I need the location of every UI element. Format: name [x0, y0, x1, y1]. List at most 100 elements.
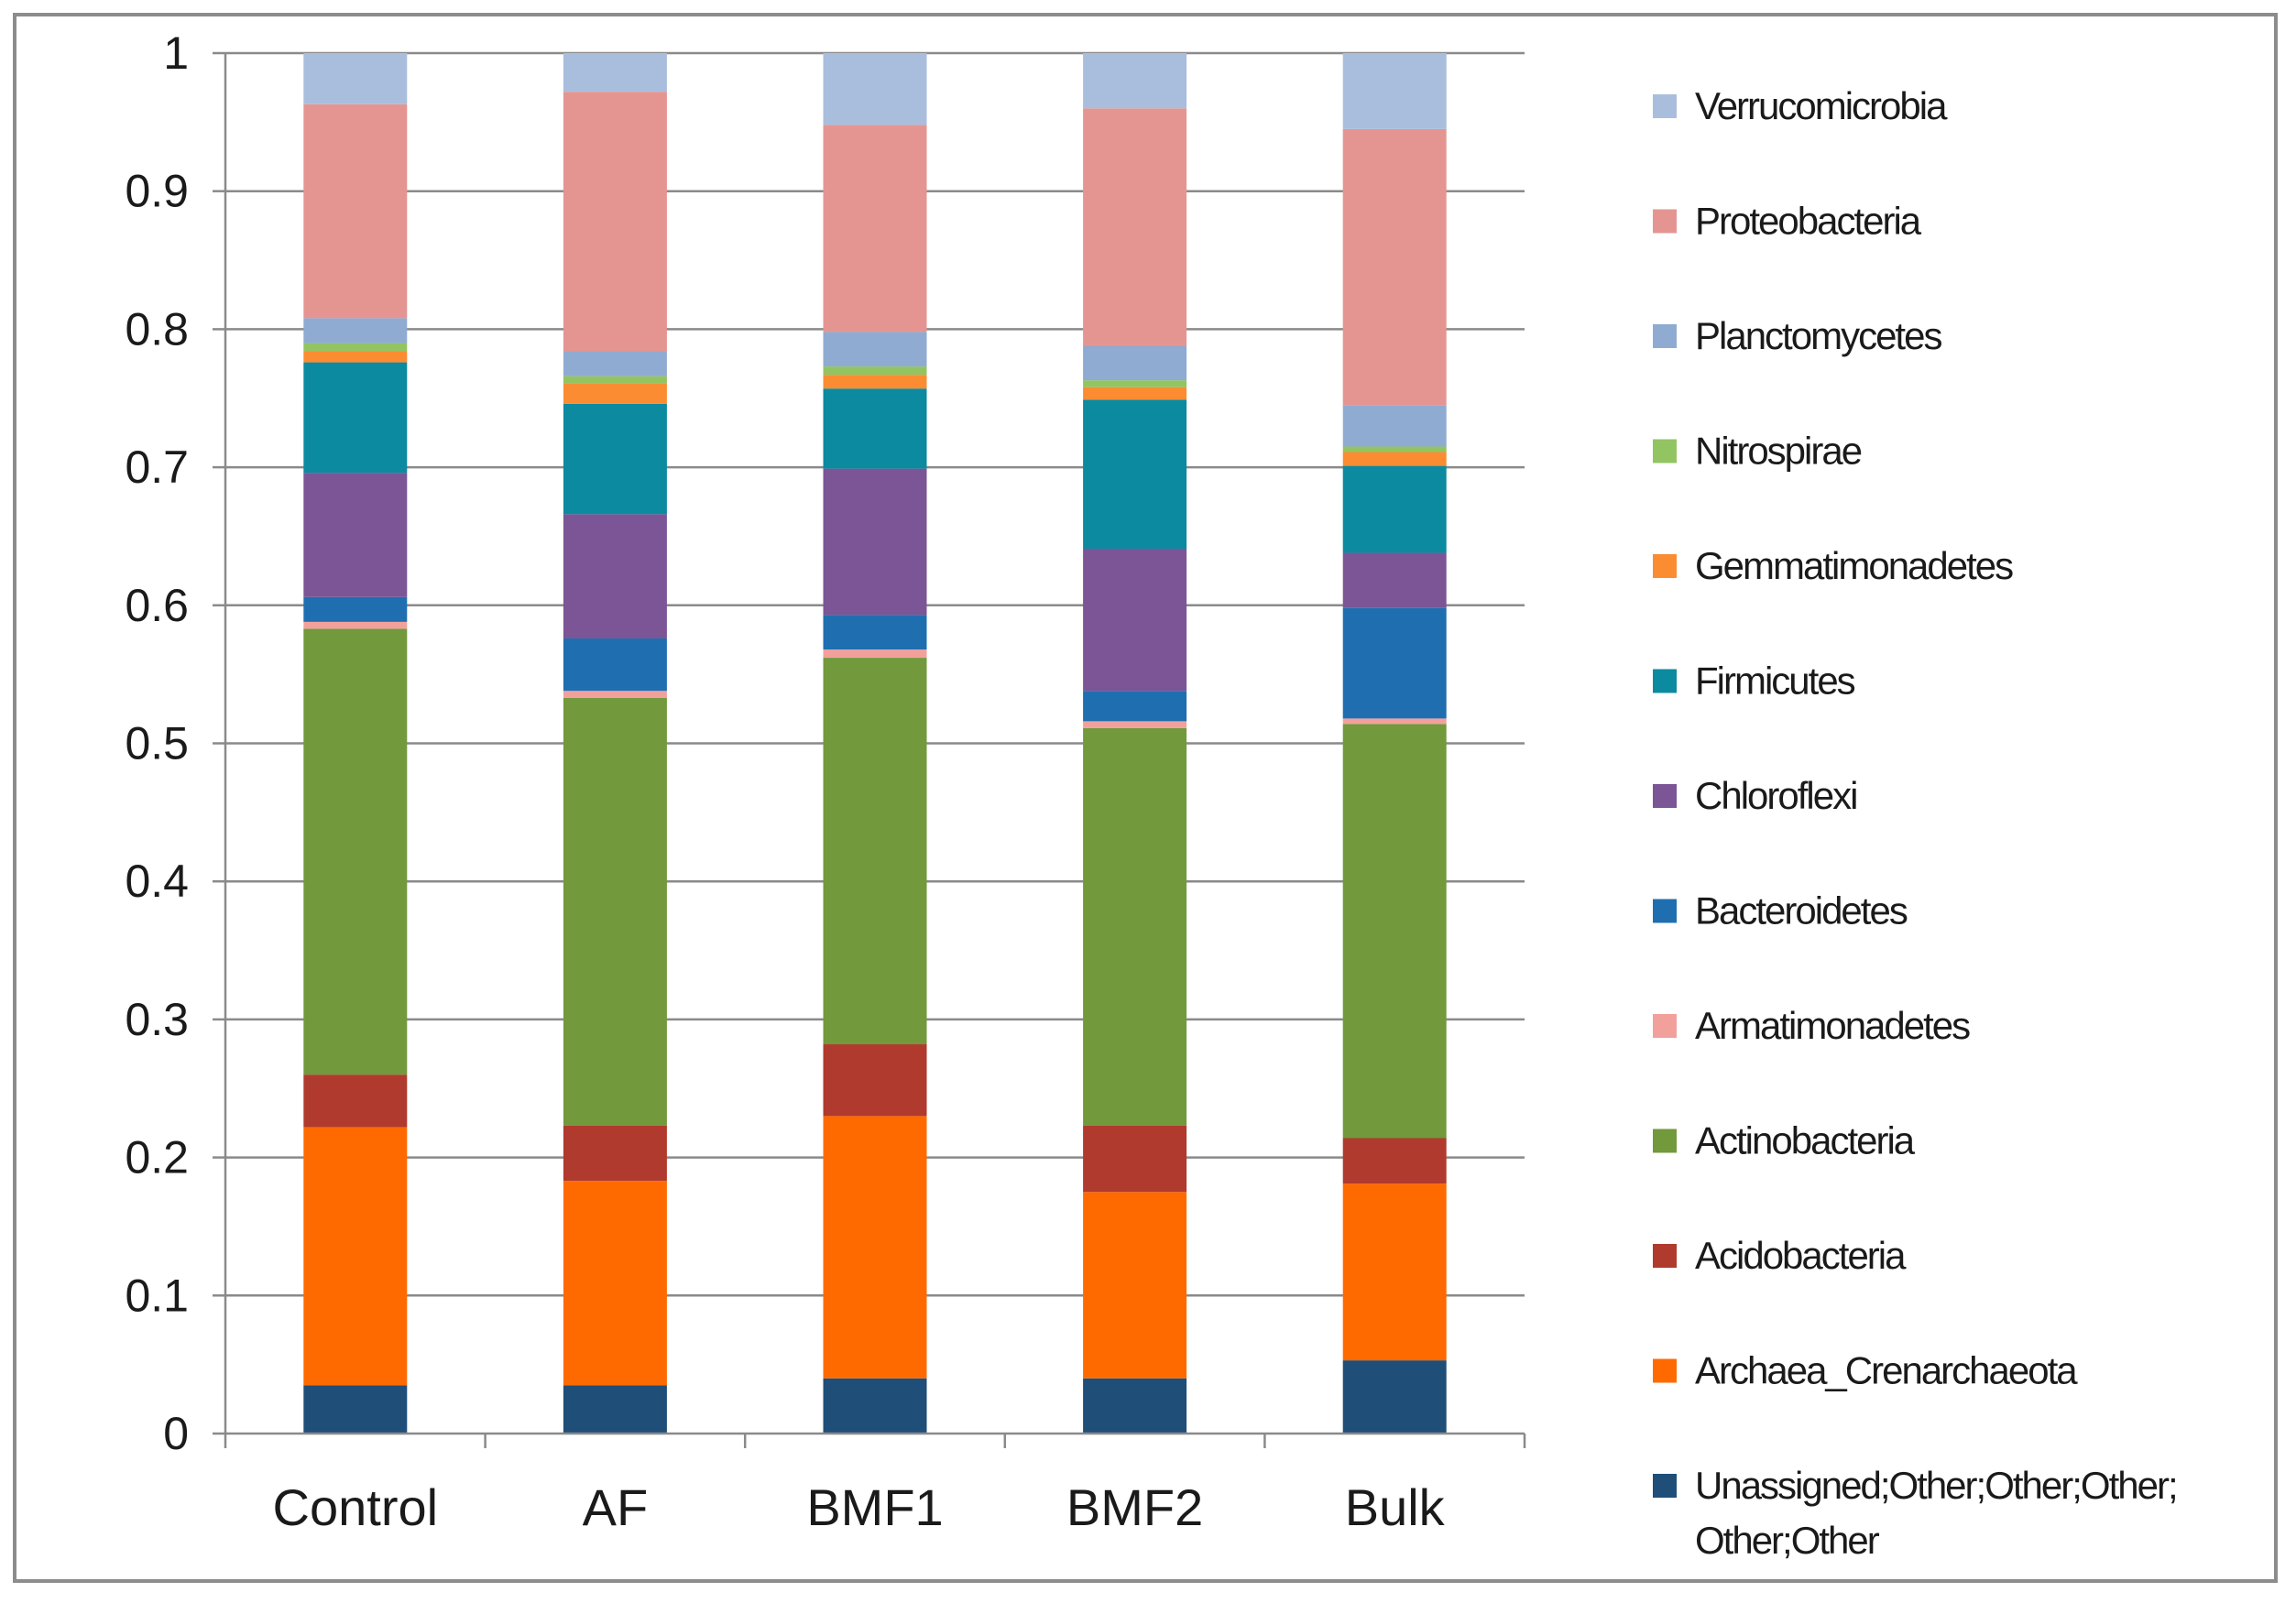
legend-swatch-actinobacteria	[1653, 1129, 1677, 1153]
bar-bulk-nitrospirae	[1342, 446, 1447, 453]
bar-bulk-chloroflexi	[1342, 552, 1447, 608]
bar-bulk-actinobacteria	[1342, 724, 1447, 1139]
y-tick-label: 0.3	[125, 994, 189, 1045]
x-tick-label-af: AF	[583, 1478, 649, 1536]
x-tick-label-bmf1: BMF1	[806, 1478, 943, 1536]
bar-bmf2-nitrospirae	[1083, 380, 1187, 387]
bar-control-nitrospirae	[303, 343, 408, 352]
bar-bulk-armatimonadetes	[1342, 718, 1447, 725]
bar-bmf2-gemmatimonadetes	[1083, 387, 1187, 400]
y-tick-label: 0.5	[125, 718, 189, 769]
bar-bmf1-nitrospirae	[823, 366, 927, 376]
bar-bmf1-proteobacteria	[823, 125, 927, 333]
legend-label-unassigned-other-other-other-line2: Other;Other	[1695, 1519, 1880, 1562]
x-tick-label-bmf2: BMF2	[1066, 1478, 1203, 1536]
bar-bmf2-bacteroidetes	[1083, 691, 1187, 722]
legend-label-firmicutes: Firmicutes	[1695, 660, 1855, 703]
bar-bmf2-actinobacteria	[1083, 727, 1187, 1126]
bar-bmf1-armatimonadetes	[823, 649, 927, 659]
bar-bmf1-firmicutes	[823, 388, 927, 469]
bar-af-unassigned-other-other-other	[563, 1385, 667, 1434]
legend-label-bacteroidetes: Bacteroidetes	[1695, 889, 1908, 932]
bar-af-bacteroidetes	[563, 638, 667, 692]
legend-label-unassigned-other-other-other: Unassigned;Other;Other;Other;	[1695, 1464, 2177, 1507]
bar-control-armatimonadetes	[303, 621, 408, 629]
legend-label-planctomycetes: Planctomycetes	[1695, 314, 1941, 357]
legend-swatch-proteobacteria	[1653, 209, 1677, 234]
bar-af-nitrospirae	[563, 376, 667, 384]
legend-label-acidobacteria: Acidobacteria	[1695, 1234, 1907, 1277]
y-tick-label: 0.4	[125, 856, 189, 907]
legend-label-verrucomicrobia: Verrucomicrobia	[1695, 84, 1948, 127]
bar-control-firmicutes	[303, 362, 408, 474]
bar-control-bacteroidetes	[303, 596, 408, 622]
stacked-bar-chart: 0 0.1 0.2 0.3 0.4 0.5 0.6 0.7 0.8 0.9 1 Control AF BM…	[125, 27, 2178, 1562]
legend-swatch-bacteroidetes	[1653, 899, 1677, 923]
bar-bmf2-chloroflexi	[1083, 549, 1187, 692]
bar-bmf2-unassigned-other-other-other	[1083, 1378, 1187, 1434]
bar-bmf1-gemmatimonadetes	[823, 375, 927, 389]
bar-af-planctomycetes	[563, 351, 667, 376]
y-tick-label: 0.1	[125, 1270, 189, 1321]
y-tick-label: 0.9	[125, 166, 189, 217]
bar-bulk-gemmatimonadetes	[1342, 452, 1447, 466]
legend-label-armatimonadetes: Armatimonadetes	[1695, 1004, 1970, 1047]
legend-swatch-planctomycetes	[1653, 324, 1677, 348]
bar-bmf1-planctomycetes	[823, 332, 927, 367]
legend-swatch-chloroflexi	[1653, 784, 1677, 808]
bar-bmf2-proteobacteria	[1083, 108, 1187, 346]
bar-bmf2-verrucomicrobia	[1083, 53, 1187, 109]
bar-af-proteobacteria	[563, 92, 667, 352]
y-tick-label: 0	[163, 1408, 189, 1459]
bar-af-gemmatimonadetes	[563, 383, 667, 404]
bar-bmf1-acidobacteria	[823, 1044, 927, 1117]
legend-label-nitrospirae: Nitrospirae	[1695, 430, 1862, 473]
y-tick-label: 1	[163, 27, 189, 79]
bar-control-archaea-crenarchaeota	[303, 1127, 408, 1386]
bars	[303, 53, 1447, 1434]
axes: 0 0.1 0.2 0.3 0.4 0.5 0.6 0.7 0.8 0.9 1 Control AF BM…	[125, 27, 1526, 1536]
bar-bulk-planctomycetes	[1342, 405, 1447, 447]
bar-control-actinobacteria	[303, 628, 408, 1075]
chart-frame: 0 0.1 0.2 0.3 0.4 0.5 0.6 0.7 0.8 0.9 1 Control AF BM…	[13, 13, 2278, 1583]
legend-swatch-verrucomicrobia	[1653, 94, 1677, 118]
y-tick-label: 0.8	[125, 303, 189, 354]
bar-bmf1-unassigned-other-other-other	[823, 1378, 927, 1434]
legend-swatch-acidobacteria	[1653, 1244, 1677, 1268]
y-tick-label: 0.6	[125, 580, 189, 631]
bar-bmf2-acidobacteria	[1083, 1125, 1187, 1193]
bar-af-actinobacteria	[563, 697, 667, 1126]
bar-bmf1-archaea-crenarchaeota	[823, 1116, 927, 1379]
bar-af-firmicutes	[563, 403, 667, 515]
bar-control-proteobacteria	[303, 104, 408, 319]
bar-control-acidobacteria	[303, 1074, 408, 1128]
legend-swatch-firmicutes	[1653, 669, 1677, 693]
bar-control-gemmatimonadetes	[303, 351, 408, 363]
x-tick-label-bulk: Bulk	[1345, 1478, 1446, 1536]
bar-bmf1-chloroflexi	[823, 468, 927, 616]
legend-label-proteobacteria: Proteobacteria	[1695, 200, 1922, 243]
bar-bulk-proteobacteria	[1342, 128, 1447, 406]
legend-label-actinobacteria: Actinobacteria	[1695, 1119, 1916, 1162]
bar-af-verrucomicrobia	[563, 53, 667, 93]
bar-bmf1-bacteroidetes	[823, 615, 927, 650]
legend-swatch-unassigned-other-other-other	[1653, 1474, 1677, 1498]
legend-label-chloroflexi: Chloroflexi	[1695, 774, 1856, 817]
bar-control-planctomycetes	[303, 318, 408, 344]
legend-swatch-archaea-crenarchaeota	[1653, 1358, 1677, 1383]
bar-af-archaea-crenarchaeota	[563, 1181, 667, 1386]
bar-af-acidobacteria	[563, 1125, 667, 1182]
bar-control-unassigned-other-other-other	[303, 1385, 408, 1434]
bar-bmf2-planctomycetes	[1083, 345, 1187, 381]
y-tick-label: 0.7	[125, 442, 189, 493]
legend-swatch-armatimonadetes	[1653, 1014, 1677, 1038]
bar-bulk-verrucomicrobia	[1342, 53, 1447, 129]
x-tick-label-control: Control	[273, 1478, 439, 1536]
bar-af-armatimonadetes	[563, 691, 667, 698]
bar-bmf2-archaea-crenarchaeota	[1083, 1192, 1187, 1379]
bar-bmf1-verrucomicrobia	[823, 53, 927, 125]
y-tick-label: 0.2	[125, 1132, 189, 1183]
legend-swatch-gemmatimonadetes	[1653, 554, 1677, 578]
bar-bulk-firmicutes	[1342, 465, 1447, 553]
bar-control-chloroflexi	[303, 473, 408, 597]
